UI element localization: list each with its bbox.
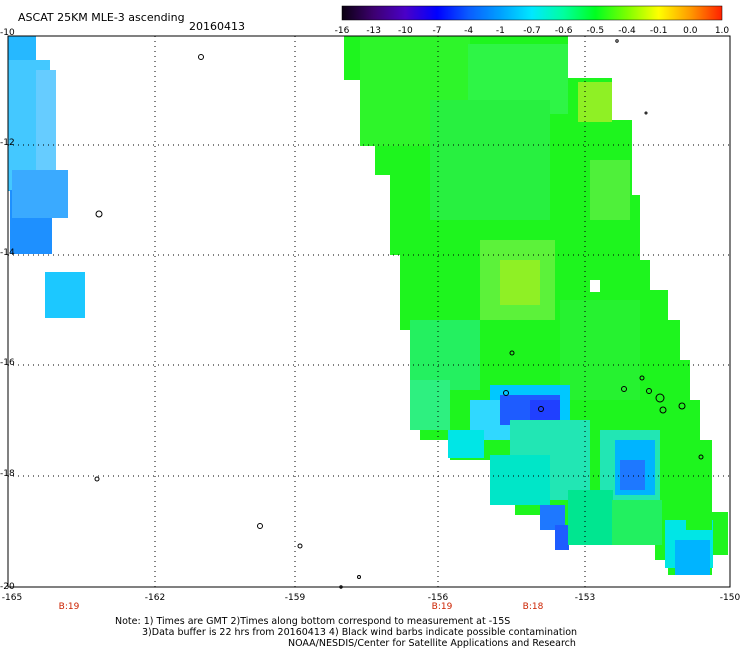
lat-labels: -10 -12 -14 -16 -18 -20 bbox=[0, 28, 15, 592]
lon-label: -153 bbox=[575, 593, 595, 603]
time-label: B:18 bbox=[523, 602, 544, 612]
color-scale-label: -10 bbox=[398, 26, 413, 36]
color-scale-label: -0.1 bbox=[650, 26, 668, 36]
graticule bbox=[8, 36, 730, 587]
swath-data bbox=[8, 36, 728, 575]
map-frame bbox=[7, 35, 731, 588]
map-title: ASCAT 25KM MLE-3 ascending bbox=[18, 11, 185, 24]
color-scale-label: -0.4 bbox=[618, 26, 636, 36]
note-line-1: Note: 1) Times are GMT 2)Times along bot… bbox=[115, 616, 511, 627]
island-outlines bbox=[94, 39, 704, 589]
color-scale-gradient bbox=[341, 5, 723, 21]
color-scale-label: 1.0 bbox=[715, 26, 730, 36]
lat-label: -18 bbox=[0, 469, 15, 479]
lat-label: -14 bbox=[0, 248, 15, 258]
note-line-3: NOAA/NESDIS/Center for Satellite Applica… bbox=[288, 638, 576, 649]
lat-label: -20 bbox=[0, 582, 15, 592]
time-labels: B:19 B:19 B:18 bbox=[59, 602, 544, 612]
lon-label: -150 bbox=[720, 593, 740, 603]
color-scale-label: -16 bbox=[335, 26, 350, 36]
lat-label: -12 bbox=[0, 138, 15, 148]
lat-label: -10 bbox=[0, 28, 15, 38]
lon-label: -162 bbox=[145, 593, 165, 603]
map-date: 20160413 bbox=[189, 20, 245, 33]
color-scale-label: -7 bbox=[433, 26, 442, 36]
time-label: B:19 bbox=[59, 602, 80, 612]
lon-label: -156 bbox=[428, 593, 449, 603]
color-scale-label: -13 bbox=[366, 26, 381, 36]
color-scale-label: -0.6 bbox=[555, 26, 573, 36]
color-scale-label: -4 bbox=[464, 26, 473, 36]
color-scale-label: -0.5 bbox=[587, 26, 605, 36]
note-line-2: 3)Data buffer is 22 hrs from 20160413 4)… bbox=[142, 627, 578, 638]
color-scale-label: -0.7 bbox=[523, 26, 541, 36]
lon-label: -165 bbox=[2, 593, 22, 603]
lon-labels: -165 -162 -159 -156 -153 -150 bbox=[2, 593, 740, 603]
color-scale-label: 0.0 bbox=[683, 26, 698, 36]
lat-label: -16 bbox=[0, 358, 15, 368]
time-label: B:19 bbox=[432, 602, 453, 612]
left-swath-patch bbox=[45, 272, 85, 318]
color-scale-label: -1 bbox=[496, 26, 505, 36]
lon-label: -159 bbox=[285, 593, 306, 603]
color-scale-bar: -16 -13 -10 -7 -4 -1 -0.7 -0.6 -0.5 -0.4 -0.1 0.0 1.… bbox=[335, 5, 730, 36]
